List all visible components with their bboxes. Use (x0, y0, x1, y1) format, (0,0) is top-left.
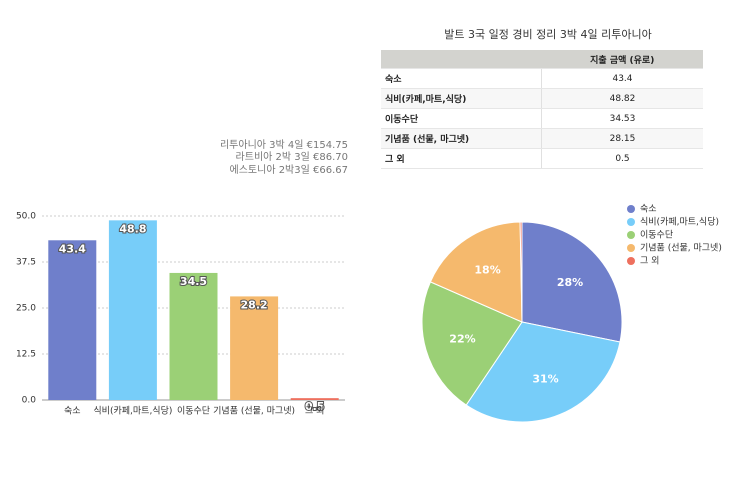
data-label: 48.8 (119, 222, 146, 235)
legend-swatch (627, 231, 635, 239)
legend-label: 식비(카페,마트,식당) (640, 217, 719, 228)
row: 이동수단 34.53 (381, 108, 703, 129)
bar (48, 240, 97, 400)
y-tick-label: 25.0 (16, 304, 36, 314)
cell: 그 외 (381, 148, 542, 169)
row: 기념품 (선물, 마그넷) 28.15 (381, 128, 703, 149)
y-tick-label: 50.0 (16, 212, 36, 222)
data-label: 43.4 (59, 242, 86, 255)
bar (230, 296, 279, 400)
cell: 28.15 (541, 128, 703, 149)
data-label: 0.5 (305, 400, 325, 413)
x-tick-label: 기념품 (선물, 마그넷) (213, 406, 295, 417)
y-tick-label: 37.5 (16, 258, 36, 268)
slice-label: 18% (474, 263, 500, 276)
cell: 이동수단 (381, 108, 542, 129)
table-header: 지출 금액 (유로) (381, 50, 703, 69)
note: 리투아니아 3박 4일 €154.75 (220, 139, 348, 151)
pie-slice (421, 281, 523, 406)
bar (169, 272, 218, 400)
x-tick-label: 그 외 (305, 405, 324, 417)
legend-swatch (627, 257, 635, 265)
data-label: 34.5 (180, 275, 207, 288)
cell: 43.4 (541, 68, 703, 89)
cell: 34.53 (541, 108, 703, 129)
cell: 0.5 (541, 148, 703, 169)
data-label: 28.2 (241, 298, 268, 311)
row: 식비(카페,마트,식당) 48.82 (381, 88, 703, 109)
legend-label: 그 외 (640, 255, 659, 267)
title: 발트 3국 일정 경비 정리 3박 4일 리투아니아 (444, 27, 651, 41)
slice-label: 28% (557, 276, 583, 289)
column-header: 지출 금액 (유로) (541, 50, 703, 69)
pie-slice (465, 321, 621, 423)
cell: 기념품 (선물, 마그넷) (381, 128, 542, 149)
x-tick-label: 이동수단 (177, 406, 210, 417)
bar (108, 220, 157, 400)
note: 라트비아 2박 3일 €86.70 (236, 151, 348, 163)
y-tick-label: 12.5 (16, 350, 36, 360)
note: 에스토니아 2박3일 €66.67 (230, 164, 348, 176)
row: 그 외 0.5 (381, 148, 703, 169)
bar (290, 398, 339, 400)
slice-label: 22% (449, 332, 475, 345)
cell: 식비(카페,마트,식당) (381, 88, 542, 109)
expense-table: 지출 금액 (유로) 숙소 43.4 식비(카페,마트,식당) 48.82 이동수단… (381, 50, 703, 169)
x-tick-label: 숙소 (64, 406, 81, 417)
x-tick-label: 식비(카페,마트,식당) (93, 406, 172, 417)
pie-slice (519, 221, 523, 323)
legend-label: 숙소 (640, 204, 657, 215)
corner (381, 50, 542, 69)
pie-slice (521, 221, 623, 343)
legend-label: 이동수단 (640, 230, 673, 241)
y-tick-label: 0.0 (22, 396, 37, 406)
pie-slice (429, 221, 523, 323)
legend-swatch (627, 244, 635, 252)
cell: 48.82 (541, 88, 703, 109)
legend-label: 기념품 (선물, 마그넷) (640, 243, 722, 254)
legend-swatch (627, 205, 635, 213)
legend-swatch (627, 218, 635, 226)
row: 숙소 43.4 (381, 68, 703, 89)
cell: 숙소 (381, 68, 542, 89)
slice-label: 31% (532, 372, 558, 385)
